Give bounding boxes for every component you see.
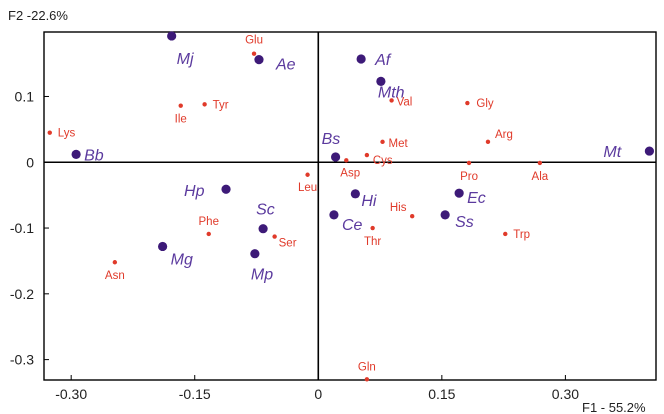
organism-label: Ce bbox=[342, 217, 363, 234]
amino-acid-marker bbox=[344, 158, 349, 163]
amino-acid-label: Tyr bbox=[213, 99, 229, 111]
amino-acid-marker bbox=[251, 51, 257, 56]
organism-label: Ec bbox=[467, 190, 486, 207]
organism-marker bbox=[454, 188, 464, 198]
amino-acid-marker bbox=[305, 172, 310, 177]
organism-label: Ae bbox=[275, 57, 296, 74]
organism-label: Mp bbox=[251, 267, 273, 284]
organism-label: Mj bbox=[177, 51, 194, 68]
amino-acid-marker bbox=[389, 98, 394, 103]
organism-marker bbox=[330, 152, 341, 162]
organism-marker bbox=[376, 76, 386, 86]
amino-acid-marker bbox=[465, 100, 470, 106]
amino-acid-marker bbox=[112, 260, 118, 265]
organism-marker bbox=[329, 210, 339, 220]
amino-acid-label: Phe bbox=[199, 216, 219, 228]
amino-acid-label: Cys bbox=[373, 155, 393, 167]
amino-acid-marker bbox=[364, 377, 370, 382]
amino-acid-marker bbox=[364, 152, 370, 158]
organism-label: Af bbox=[374, 52, 392, 69]
amino-acid-marker bbox=[272, 234, 277, 239]
organism-marker bbox=[440, 210, 450, 220]
organism-label: Bb bbox=[84, 147, 104, 164]
y-tick-label: 0 bbox=[26, 154, 34, 170]
amino-acid-label: Leu bbox=[298, 182, 317, 194]
amino-acid-label: Thr bbox=[364, 236, 381, 248]
y-tick-label: -0.1 bbox=[10, 220, 34, 236]
organism-label: Ss bbox=[455, 214, 474, 231]
amino-acid-label: Asp bbox=[340, 167, 360, 179]
amino-acid-marker bbox=[370, 225, 375, 231]
amino-acid-points: Glu Ile Tyr Val Gly Lys Arg Met Cys Asp Pro Ala Leu H… bbox=[47, 35, 549, 382]
organism-label: Hp bbox=[184, 183, 205, 200]
amino-acid-label: His bbox=[390, 202, 407, 214]
amino-acid-label: Ile bbox=[175, 114, 187, 126]
amino-acid-label: Trp bbox=[513, 229, 530, 241]
organism-marker bbox=[644, 146, 655, 156]
amino-acid-marker bbox=[537, 160, 543, 166]
plot-frame bbox=[43, 31, 657, 381]
organism-marker bbox=[356, 54, 366, 64]
amino-acid-marker bbox=[503, 231, 508, 237]
amino-acid-label: Asn bbox=[105, 270, 125, 282]
y-axis-title: F2 -22.6% bbox=[8, 8, 68, 23]
amino-acid-marker bbox=[47, 130, 52, 135]
x-axis-title: F1 - 55.2% bbox=[582, 400, 646, 414]
x-tick-label: 0.15 bbox=[428, 386, 455, 402]
amino-acid-label: Ser bbox=[279, 238, 297, 250]
x-tick-label: 0 bbox=[314, 386, 322, 402]
x-tick-label: 0.30 bbox=[552, 386, 579, 402]
y-tick-label: 0.1 bbox=[15, 88, 35, 104]
organism-label: Sc bbox=[256, 202, 275, 219]
organism-marker bbox=[350, 189, 360, 199]
amino-acid-label: Glu bbox=[245, 35, 263, 47]
organism-label: Mth bbox=[378, 84, 405, 101]
axis-ticks: -0.30 -0.15 0 0.15 0.30 0.1 0 -0.1 -0.2 -0.3 bbox=[10, 88, 579, 402]
amino-acid-marker bbox=[202, 102, 207, 107]
amino-acid-marker bbox=[380, 139, 385, 145]
organism-marker bbox=[250, 249, 260, 259]
organism-marker bbox=[167, 31, 177, 41]
amino-acid-marker bbox=[466, 160, 472, 166]
organism-label: Mt bbox=[603, 144, 621, 161]
amino-acid-label: Pro bbox=[460, 171, 478, 183]
organism-marker bbox=[254, 55, 264, 65]
organism-points: Mj Ae Af Mth Bb Bs Mt Hp Hi Ec Sc Ce Ss Mg Mp bbox=[71, 31, 655, 284]
amino-acid-marker bbox=[206, 231, 211, 237]
organism-marker bbox=[71, 149, 81, 159]
organism-marker bbox=[258, 224, 268, 234]
amino-acid-label: Ala bbox=[532, 171, 549, 183]
amino-acid-label: Arg bbox=[495, 129, 513, 141]
y-tick-label: -0.2 bbox=[10, 286, 34, 302]
organism-label: Hi bbox=[361, 193, 377, 210]
y-tick-label: -0.3 bbox=[10, 352, 34, 368]
amino-acid-marker bbox=[485, 139, 491, 145]
amino-acid-label: Met bbox=[389, 138, 409, 150]
amino-acid-marker bbox=[178, 103, 183, 108]
amino-acid-label: Gln bbox=[358, 361, 376, 373]
organism-marker bbox=[221, 184, 231, 194]
x-tick-label: -0.30 bbox=[55, 386, 87, 402]
amino-acid-marker bbox=[409, 213, 415, 219]
amino-acid-label: Gly bbox=[476, 98, 494, 110]
organism-label: Mg bbox=[171, 251, 193, 268]
organism-label: Bs bbox=[322, 131, 341, 148]
amino-acid-label: Lys bbox=[58, 128, 76, 140]
amino-acid-label: Val bbox=[397, 96, 413, 108]
organism-marker bbox=[158, 241, 168, 252]
x-tick-label: -0.15 bbox=[179, 386, 211, 402]
